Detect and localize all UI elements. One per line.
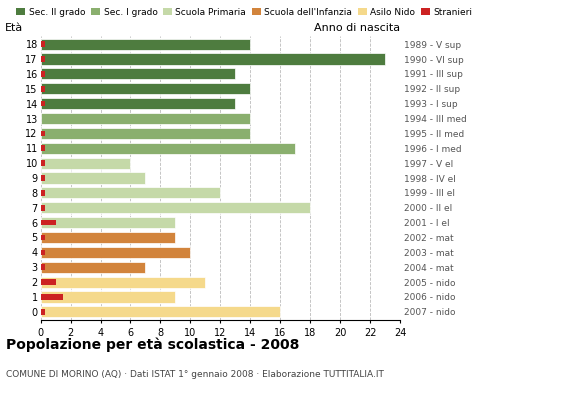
Bar [41,220,56,225]
Bar [41,158,130,169]
Bar [41,205,45,210]
Legend: Sec. II grado, Sec. I grado, Scuola Primaria, Scuola dell'Infanzia, Asilo Nido, : Sec. II grado, Sec. I grado, Scuola Prim… [16,8,472,17]
Text: Popolazione per età scolastica - 2008: Popolazione per età scolastica - 2008 [6,338,299,352]
Bar [41,294,63,300]
Bar [41,279,56,285]
Bar [41,86,45,92]
Bar [41,39,251,50]
Bar [41,217,175,228]
Bar [41,172,146,184]
Text: Anno di nascita: Anno di nascita [314,23,400,33]
Text: COMUNE DI MORINO (AQ) · Dati ISTAT 1° gennaio 2008 · Elaborazione TUTTITALIA.IT: COMUNE DI MORINO (AQ) · Dati ISTAT 1° ge… [6,370,384,379]
Bar [41,309,45,315]
Bar [41,146,45,151]
Bar [41,41,45,47]
Bar [41,98,235,109]
Bar [41,71,45,77]
Bar [41,291,175,302]
Bar [41,276,205,288]
Bar [41,262,146,273]
Bar [41,235,45,240]
Bar [41,143,295,154]
Bar [41,113,251,124]
Bar [41,202,310,213]
Bar [41,175,45,181]
Bar [41,68,235,80]
Bar [41,83,251,94]
Bar [41,131,45,136]
Bar [41,128,251,139]
Bar [41,54,385,65]
Bar [41,101,45,106]
Bar [41,160,45,166]
Bar [41,232,175,243]
Bar [41,250,45,255]
Bar [41,264,45,270]
Bar [41,56,45,62]
Bar [41,190,45,196]
Text: Età: Età [5,23,23,33]
Bar [41,247,190,258]
Bar [41,187,220,198]
Bar [41,306,280,317]
